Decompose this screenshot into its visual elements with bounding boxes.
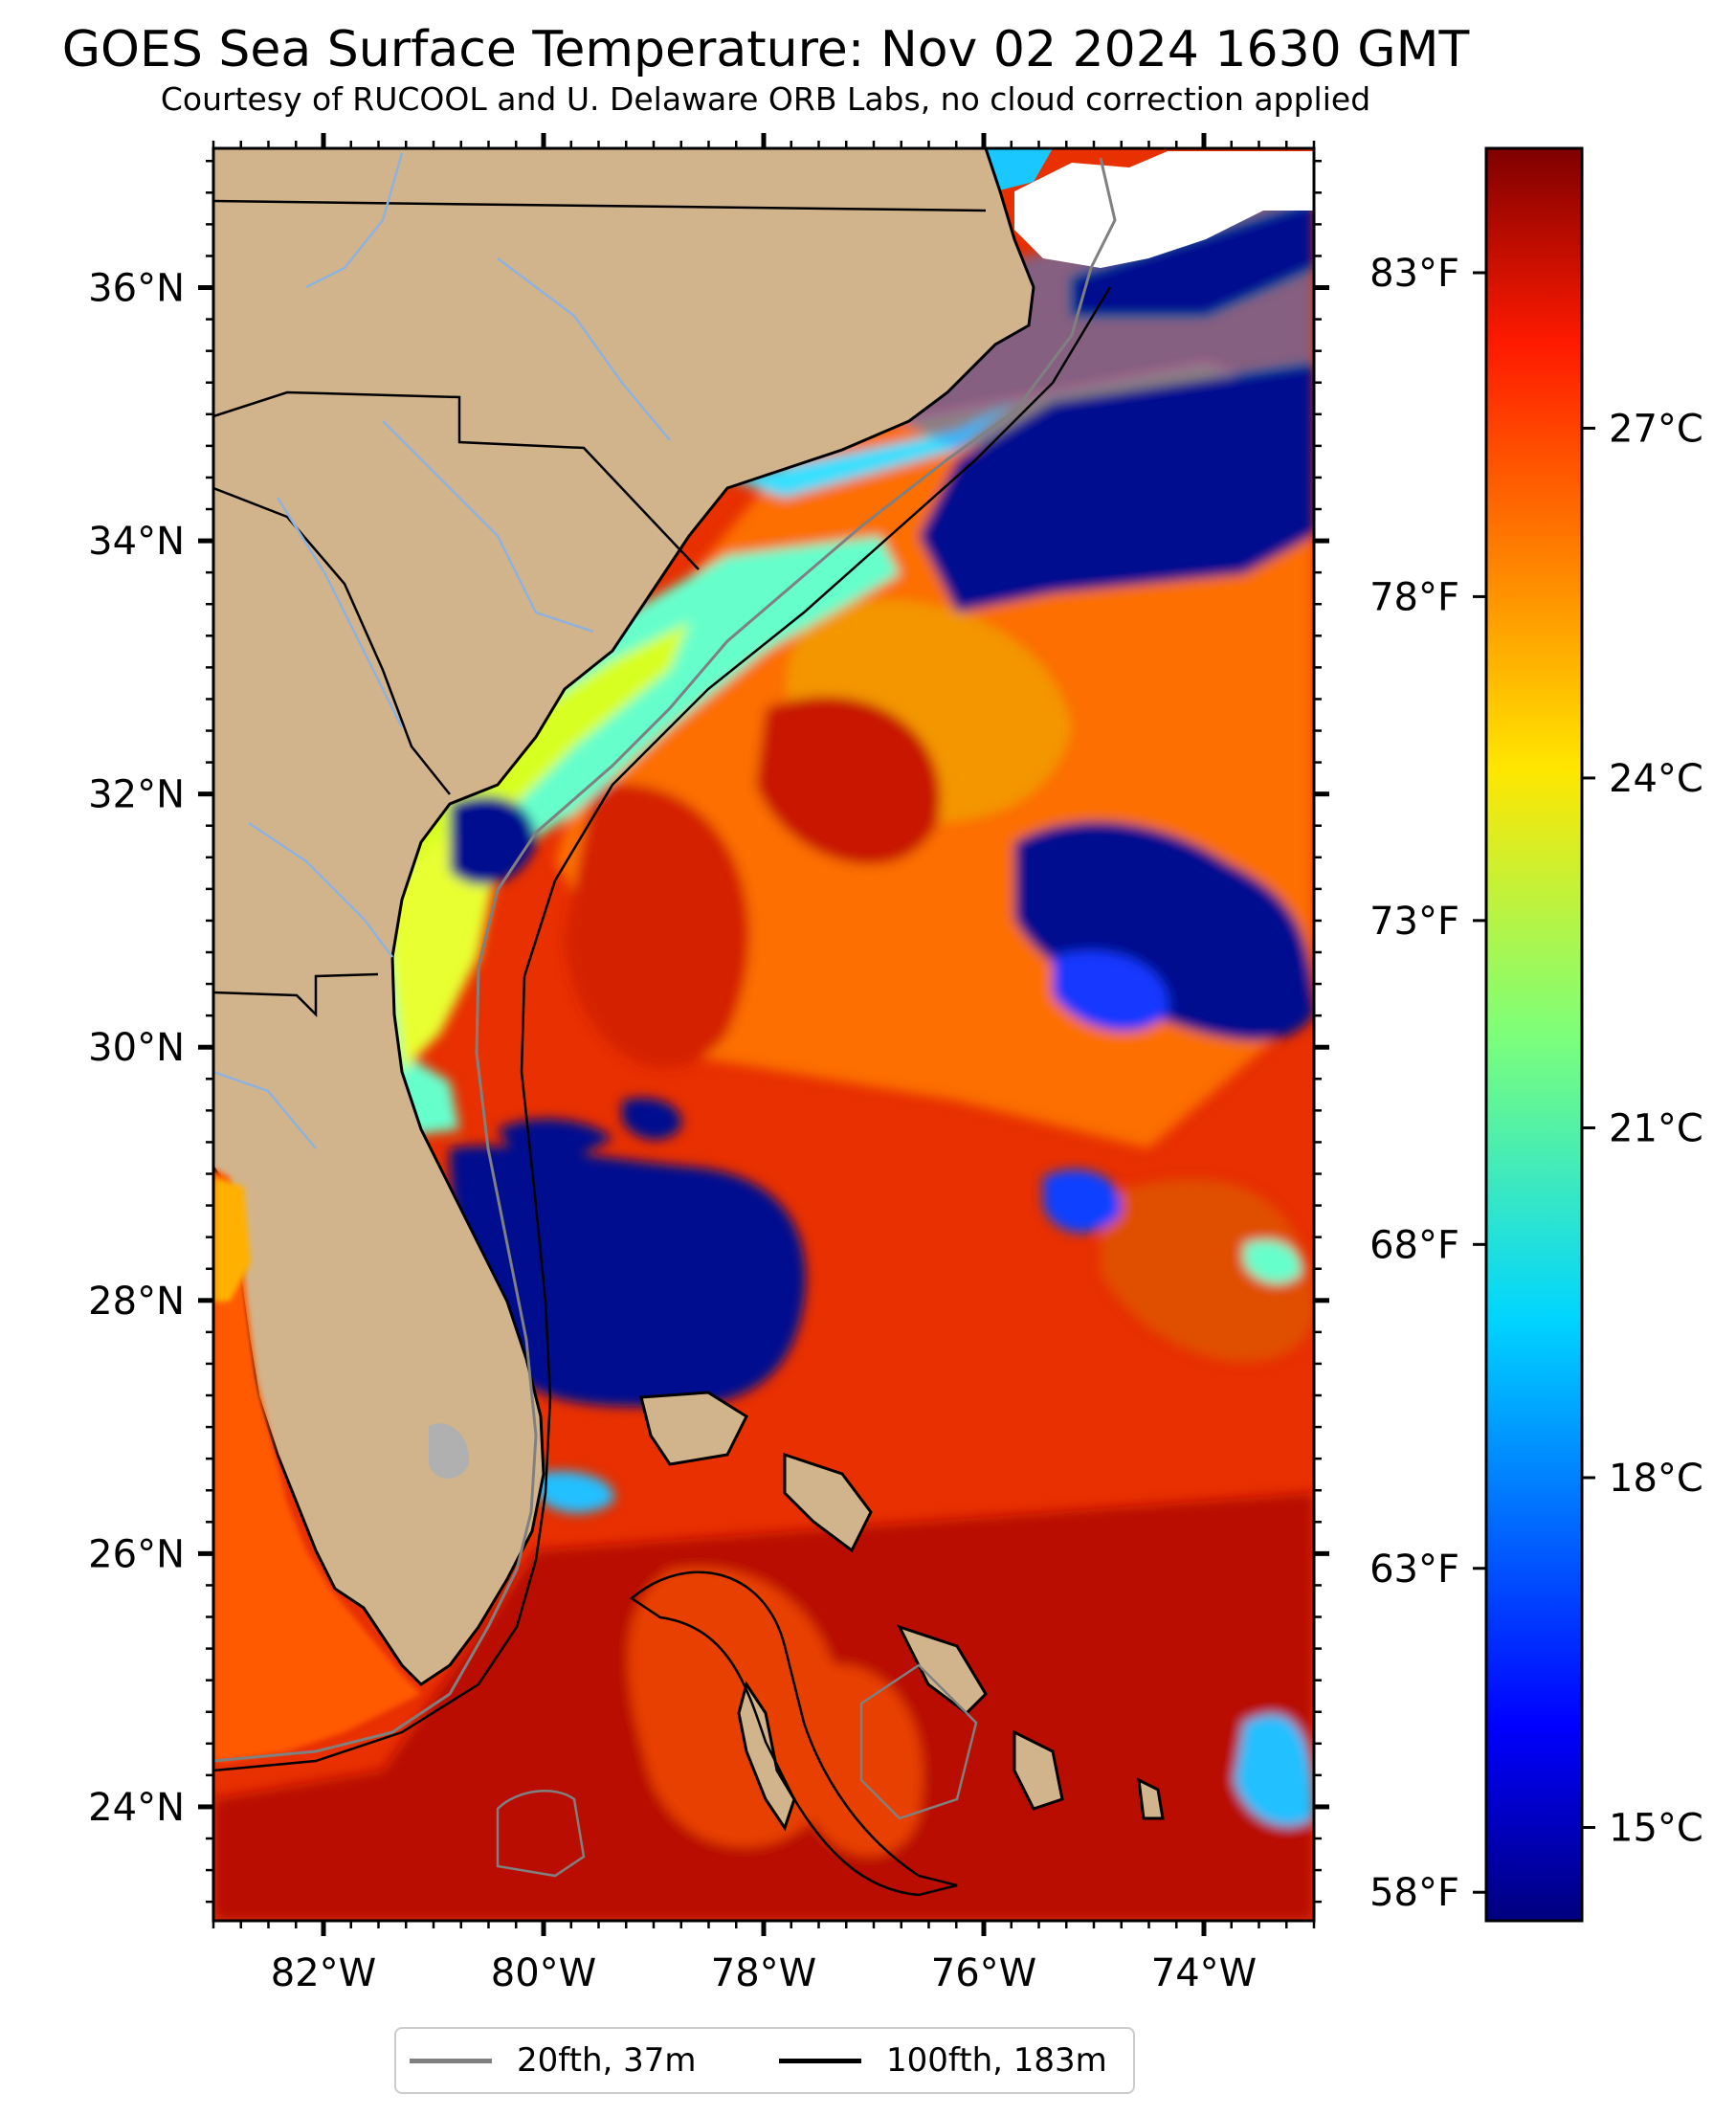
lat-tick-label: 24°N: [88, 1786, 185, 1830]
colorbar-celsius-ticks: 27°C 24°C 21°C 18°C 15°C: [1582, 407, 1703, 1851]
legend-item-100fth: 100fth, 183m: [779, 2041, 1107, 2080]
colorbar: [1484, 146, 1584, 1923]
fahrenheit-tick-label: 58°F: [1369, 1871, 1459, 1915]
legend-label: 100fth, 183m: [886, 2041, 1107, 2080]
lat-tick-label: 36°N: [88, 267, 185, 311]
fahrenheit-tick-label: 83°F: [1369, 252, 1459, 296]
isobath-contours: [213, 157, 1117, 1897]
lat-tick-label: 26°N: [88, 1532, 185, 1576]
celsius-tick-label: 18°C: [1609, 1457, 1703, 1501]
legend-swatch-black: [779, 2058, 861, 2063]
lat-tick-label: 32°N: [88, 773, 185, 817]
fahrenheit-tick-label: 63°F: [1369, 1548, 1459, 1592]
legend-swatch-gray: [410, 2058, 492, 2063]
lon-tick-label: 74°W: [1151, 1951, 1257, 1995]
celsius-tick-label: 15°C: [1609, 1807, 1703, 1851]
lon-tick-label: 82°W: [271, 1951, 376, 1995]
map-panel: [213, 148, 1314, 1921]
celsius-tick-label: 24°C: [1609, 757, 1703, 801]
sst-field: [213, 191, 1314, 1921]
latitude-ticks: 36°N 34°N 32°N 30°N 28°N 26°N 24°N: [88, 159, 1329, 1904]
isobath-legend: 20fth, 37m 100fth, 183m: [394, 2027, 1135, 2094]
state-borders: [213, 199, 987, 1018]
lon-tick-label: 78°W: [711, 1951, 816, 1995]
lat-tick-label: 34°N: [88, 520, 185, 564]
longitude-ticks: 82°W 80°W 78°W 76°W 74°W: [211, 133, 1316, 1995]
fahrenheit-tick-label: 68°F: [1369, 1223, 1459, 1267]
lon-tick-label: 76°W: [931, 1951, 1036, 1995]
cloud-mask: [986, 148, 1314, 268]
fahrenheit-tick-label: 73°F: [1369, 900, 1459, 944]
land-mass: [213, 148, 1165, 1832]
rivers: [213, 152, 671, 1149]
colorbar-fahrenheit-ticks: 83°F 78°F 73°F 68°F 63°F 58°F: [1369, 252, 1486, 1915]
celsius-tick-label: 21°C: [1609, 1106, 1703, 1150]
legend-label: 20fth, 37m: [517, 2041, 697, 2080]
map-subtitle: Courtesy of RUCOOL and U. Delaware ORB L…: [160, 80, 1371, 118]
lat-tick-label: 28°N: [88, 1280, 185, 1324]
fahrenheit-tick-label: 78°F: [1369, 575, 1459, 619]
lat-tick-label: 30°N: [88, 1026, 185, 1070]
legend-item-20fth: 20fth, 37m: [410, 2041, 697, 2080]
map-title: GOES Sea Surface Temperature: Nov 02 202…: [61, 21, 1470, 78]
lon-tick-label: 80°W: [491, 1951, 596, 1995]
celsius-tick-label: 27°C: [1609, 407, 1703, 451]
